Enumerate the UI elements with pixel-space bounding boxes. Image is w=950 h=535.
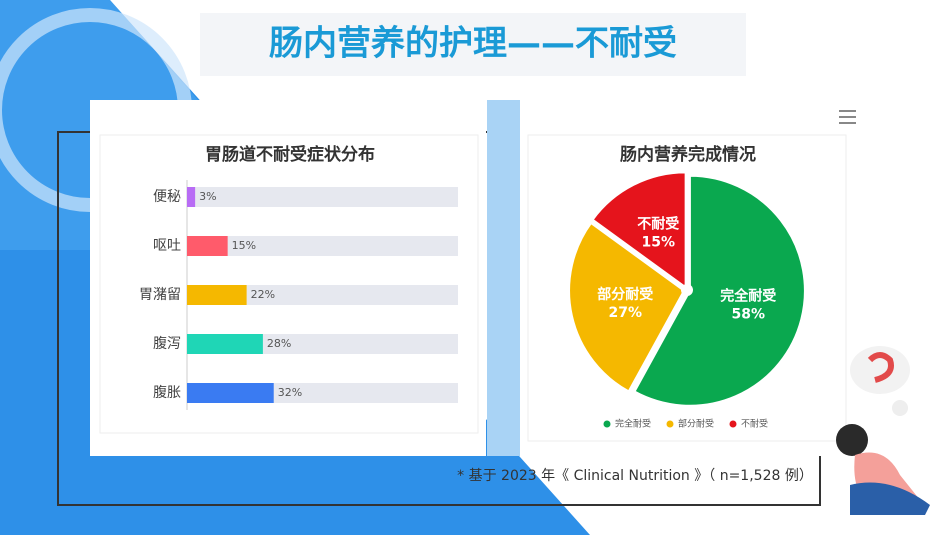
value-label: 15% bbox=[232, 239, 256, 252]
legend-marker bbox=[603, 420, 611, 428]
bar-track bbox=[187, 285, 458, 305]
slice-label: 不耐受 bbox=[637, 216, 679, 233]
footnote: * 基于 2023 年《 Clinical Nutrition 》（ n=1,5… bbox=[457, 468, 813, 484]
slice-label: 完全耐受 bbox=[720, 288, 776, 305]
bar bbox=[187, 236, 228, 256]
slice-value: 15% bbox=[642, 235, 676, 251]
illustration bbox=[836, 346, 930, 515]
legend-label: 部分耐受 bbox=[678, 418, 714, 430]
legend-marker bbox=[666, 420, 674, 428]
bar-track bbox=[187, 187, 458, 207]
pie-slice bbox=[591, 171, 687, 290]
bar bbox=[187, 285, 247, 305]
value-label: 32% bbox=[278, 386, 302, 399]
slice-label: 部分耐受 bbox=[597, 286, 653, 303]
chart-title: 胃肠道不耐受症状分布 bbox=[205, 144, 375, 165]
slice-value: 58% bbox=[732, 307, 766, 323]
chart-title: 肠内营养完成情况 bbox=[620, 144, 756, 165]
category-label: 便秘 bbox=[153, 189, 181, 205]
title-box bbox=[200, 13, 746, 76]
pie-slice bbox=[568, 221, 686, 393]
bar bbox=[187, 383, 274, 403]
bar bbox=[187, 334, 263, 354]
category-label: 腹泻 bbox=[153, 335, 181, 352]
divider bbox=[487, 100, 520, 456]
legend-label: 完全耐受 bbox=[615, 418, 651, 430]
bar-track bbox=[187, 236, 458, 256]
category-label: 腹胀 bbox=[153, 384, 181, 401]
category-label: 呕吐 bbox=[153, 238, 181, 254]
value-label: 22% bbox=[251, 288, 275, 301]
slice-value: 27% bbox=[609, 305, 643, 321]
value-label: 28% bbox=[267, 337, 291, 350]
legend-marker bbox=[729, 420, 737, 428]
slide-title: 肠内营养的护理——不耐受 bbox=[269, 24, 677, 64]
legend-label: 不耐受 bbox=[741, 418, 768, 430]
pie-slice bbox=[633, 174, 806, 407]
category-label: 胃潴留 bbox=[139, 287, 181, 303]
pie-center bbox=[681, 284, 693, 296]
value-label: 3% bbox=[199, 190, 216, 203]
bar bbox=[187, 187, 196, 207]
menu-icon[interactable] bbox=[839, 110, 856, 124]
